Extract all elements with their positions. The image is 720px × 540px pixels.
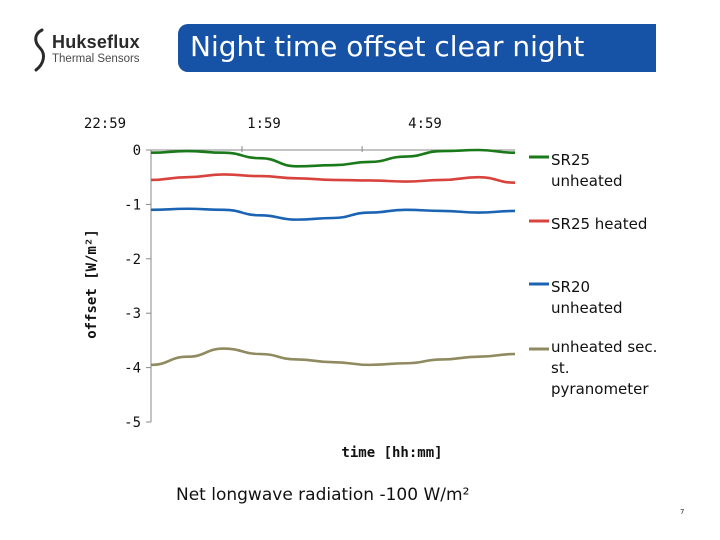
y-tick-label: -2 bbox=[124, 252, 141, 268]
series-line bbox=[150, 347, 516, 367]
logo-swirl-icon bbox=[34, 28, 45, 72]
legend-label: unheated sec. st. pyranometer bbox=[551, 338, 657, 398]
legend-label-line: st. bbox=[551, 359, 569, 377]
chart-labels: 0 -1 -2 -3 -4 -5 22:59 1:59 4:59 time [hh:mm] offs… bbox=[84, 116, 443, 461]
legend-label-line: pyranometer bbox=[551, 380, 649, 398]
page-number: 7 bbox=[680, 508, 685, 516]
hukseflux-logo: Hukseflux Thermal Sensors bbox=[30, 26, 170, 74]
legend-label-line: unheated sec. bbox=[551, 338, 657, 356]
x-tick-label: 22:59 bbox=[84, 116, 126, 132]
series-line bbox=[150, 173, 516, 184]
legend-label: SR25 heated bbox=[551, 215, 647, 233]
slide-title: Night time offset clear night bbox=[190, 30, 585, 63]
legend-label-line: SR20 bbox=[551, 278, 590, 296]
chart-legend: SR25 unheated SR25 heated SR20 unheated unhea… bbox=[529, 151, 657, 398]
y-tick-label: -3 bbox=[124, 306, 141, 322]
y-tick-label: -5 bbox=[124, 415, 141, 431]
legend-label-line: unheated bbox=[551, 172, 623, 190]
y-tick-label: 0 bbox=[133, 143, 141, 159]
series-line bbox=[150, 148, 516, 168]
x-axis-title: time [hh:mm] bbox=[341, 445, 442, 461]
logo-subtitle: Thermal Sensors bbox=[52, 53, 140, 65]
legend-label: SR25 unheated bbox=[551, 151, 623, 190]
logo-name: Hukseflux bbox=[52, 32, 140, 52]
chart-series bbox=[150, 148, 516, 367]
y-tick-label: -4 bbox=[124, 361, 141, 377]
legend-label: SR20 unheated bbox=[551, 278, 623, 317]
footer-caption: Net longwave radiation -100 W/m² bbox=[176, 485, 470, 505]
y-axis-title: offset [W/m²] bbox=[84, 229, 100, 339]
chart-axes bbox=[146, 146, 515, 423]
x-tick-label: 1:59 bbox=[247, 116, 281, 132]
legend-label-line: unheated bbox=[551, 299, 623, 317]
title-banner: Night time offset clear night bbox=[178, 24, 656, 72]
legend-label-line: SR25 bbox=[551, 151, 590, 169]
y-tick-label: -1 bbox=[124, 197, 141, 213]
series-line bbox=[150, 207, 516, 221]
x-tick-label: 4:59 bbox=[408, 116, 442, 132]
legend-label-line: SR25 heated bbox=[551, 215, 647, 233]
